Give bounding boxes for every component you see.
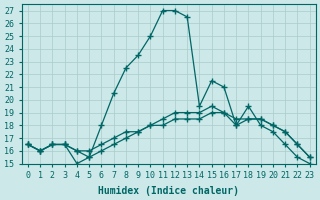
X-axis label: Humidex (Indice chaleur): Humidex (Indice chaleur) — [98, 186, 239, 196]
